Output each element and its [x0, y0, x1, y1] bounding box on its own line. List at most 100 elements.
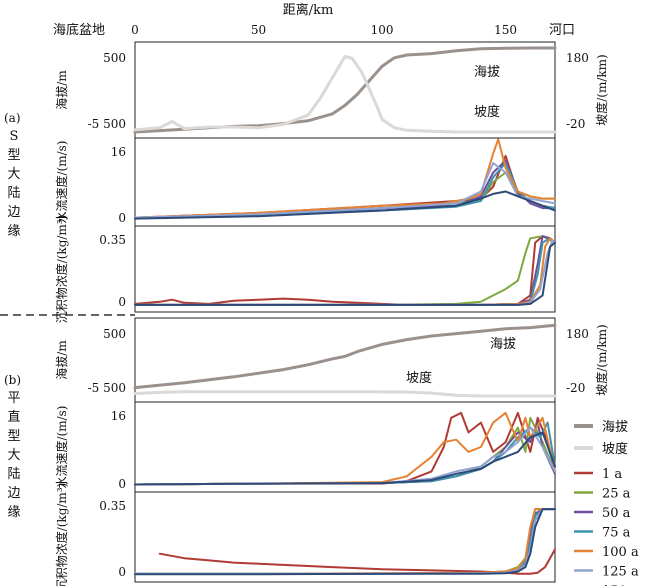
legend-label: 1 a: [602, 467, 622, 482]
concentration-top-tick: 0.35: [99, 233, 126, 247]
slope-bottom-tick: -20: [566, 117, 585, 131]
plot-a-concentration: [134, 235, 556, 306]
legend-label: 25 a: [602, 487, 631, 502]
series-line: [134, 421, 556, 486]
legend-label: 125 a: [602, 565, 639, 580]
series-line: [134, 190, 556, 220]
series-line: [134, 431, 556, 486]
elevation-series-label: 海拔: [474, 65, 500, 80]
series-line: [134, 162, 556, 219]
svg-text:边: 边: [7, 486, 20, 501]
svg-text:缘: 缘: [7, 505, 20, 520]
concentration-axis-label: 沉积物浓度/(kg/m³): [54, 215, 69, 324]
series-line: [134, 235, 556, 306]
series-line: [134, 411, 556, 486]
series-line: [133, 54, 557, 134]
right-end-label: 河口: [549, 23, 575, 38]
velocity-top-tick: 16: [111, 145, 126, 159]
left-end-label: 海底盆地: [53, 22, 105, 38]
legend-item: 100 a: [574, 545, 639, 560]
slope-axis-label: 坡度/(m/km): [594, 54, 609, 125]
plot-b-concentration: [134, 508, 556, 576]
svg-text:陆: 陆: [7, 466, 20, 482]
series-line: [134, 235, 556, 306]
velocity-top-tick: 16: [111, 409, 126, 423]
concentration-bottom-tick: 0: [118, 565, 126, 579]
series-line: [134, 508, 556, 575]
series-line: [134, 508, 556, 575]
series-line: [134, 138, 556, 219]
slope-top-tick: 180: [566, 51, 589, 65]
panel-frame-b-concentration: [134, 491, 556, 583]
distance-tick-label: 50: [251, 23, 266, 37]
svg-text:直: 直: [7, 410, 20, 425]
series-line: [134, 421, 556, 486]
svg-text:缘: 缘: [7, 224, 20, 239]
velocity-axis-label: 水流速度/(m/s): [54, 141, 69, 224]
legend-item: 125 a: [574, 565, 639, 580]
elevation-top-tick: 500: [103, 327, 126, 341]
concentration-bottom-tick: 0: [118, 295, 126, 309]
series-line: [134, 508, 556, 575]
axis-labels: 海拔/m 500 -5 500 坡度/(m/km) 180 -20 水流速度/(m/s) 16…: [54, 51, 609, 586]
svg-text:大: 大: [7, 167, 20, 182]
series-line: [133, 323, 557, 390]
concentration-top-tick: 0.35: [99, 499, 126, 513]
series-line: [134, 508, 556, 575]
distance-tick-label: 100: [371, 23, 394, 37]
distance-axis: 0 50 100 150: [131, 23, 517, 37]
legend-item: 25 a: [574, 487, 631, 502]
series-line: [134, 241, 556, 306]
legend-label: 100 a: [602, 545, 639, 560]
series-line: [134, 508, 556, 575]
series-line: [158, 548, 556, 575]
svg-text:大: 大: [7, 448, 20, 463]
legend-label: 坡度: [602, 441, 628, 457]
series-line: [134, 508, 556, 576]
concentration-axis-label: 沉积物浓度/(kg/m³): [54, 483, 69, 586]
svg-text:(a): (a): [4, 111, 21, 125]
legend-item: 1 a: [574, 467, 622, 482]
slope-series-label: 坡度: [406, 370, 432, 386]
slope-top-tick: 180: [566, 327, 589, 341]
elevation-series-label: 海拔: [490, 337, 516, 352]
elevation-top-tick: 500: [103, 51, 126, 65]
elevation-bottom-tick: -5 500: [88, 381, 126, 395]
elevation-axis-label: 海拔/m: [54, 340, 69, 380]
svg-text:(b): (b): [4, 373, 21, 387]
legend-item: 50 a: [574, 506, 631, 521]
legend-label: 海拔: [602, 420, 628, 435]
distance-tick-label: 150: [494, 23, 517, 37]
plot-b-velocity: [134, 411, 556, 486]
elevation-axis-label: 海拔/m: [54, 70, 69, 110]
series-line: [134, 426, 556, 486]
legend-label: 75 a: [602, 526, 631, 541]
series-line: [134, 235, 556, 306]
series-line: [133, 390, 557, 398]
legend-item: 150 a: [602, 584, 639, 586]
distance-tick-label: 0: [131, 23, 139, 37]
elevation-bottom-tick: -5 500: [88, 117, 126, 131]
svg-text:平: 平: [7, 391, 20, 406]
plot-a-elevation: [133, 46, 557, 134]
panel-frame-a-concentration: [134, 225, 556, 313]
legend-label: 150 a: [602, 584, 639, 586]
slope-axis-label: 坡度/(m/km): [594, 324, 609, 395]
svg-text:陆: 陆: [7, 185, 20, 201]
legend-label: 50 a: [602, 506, 631, 521]
velocity-bottom-tick: 0: [118, 477, 126, 491]
slope-bottom-tick: -20: [566, 381, 585, 395]
velocity-axis-label: 水流速度/(m/s): [54, 406, 69, 489]
panel-frames: [134, 41, 556, 583]
legend-item: 75 a: [574, 526, 631, 541]
svg-text:型: 型: [7, 148, 20, 163]
svg-text:型: 型: [7, 429, 20, 444]
svg-text:S: S: [10, 129, 19, 144]
velocity-bottom-tick: 0: [118, 211, 126, 225]
legend-item: 海拔: [574, 420, 628, 435]
